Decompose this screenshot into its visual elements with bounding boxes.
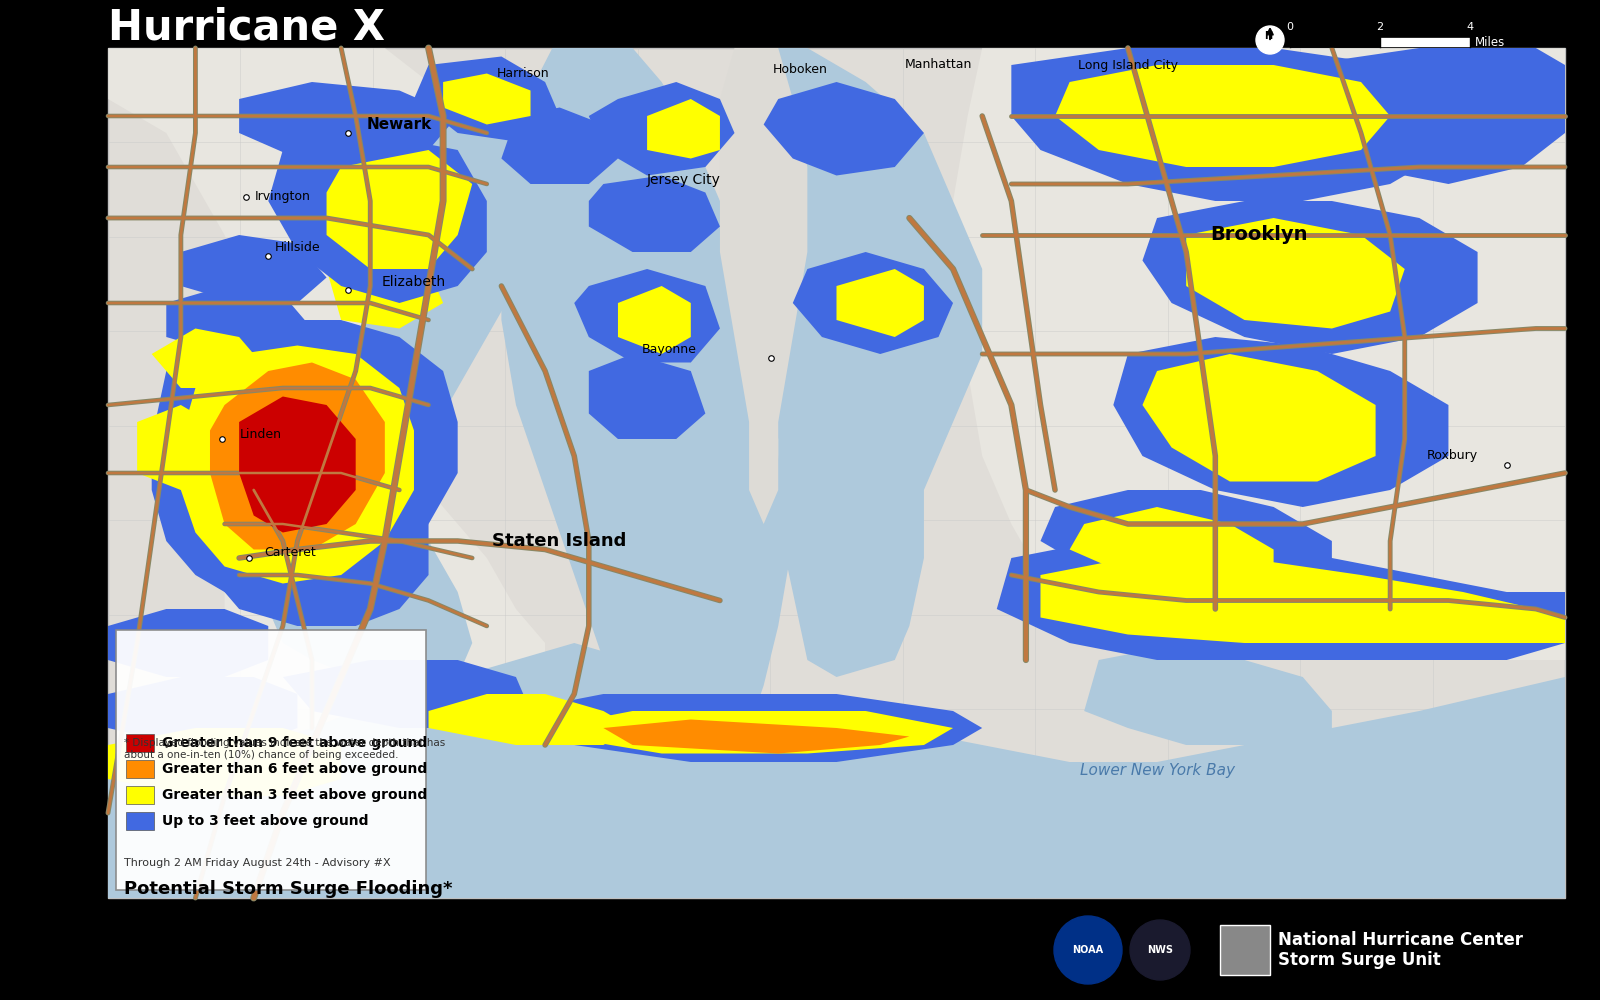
Text: Hoboken: Hoboken — [773, 63, 827, 76]
Polygon shape — [109, 609, 269, 677]
Bar — [126, 734, 154, 752]
Polygon shape — [109, 643, 1565, 898]
Text: 0: 0 — [1286, 22, 1293, 32]
Text: Miles: Miles — [1475, 35, 1506, 48]
Text: * Displayed flooding values indicate the water depth that has
about a one-in-ten: * Displayed flooding values indicate the… — [125, 738, 445, 760]
Polygon shape — [1142, 354, 1376, 482]
Polygon shape — [997, 541, 1565, 660]
Polygon shape — [429, 694, 632, 745]
Text: NWS: NWS — [1147, 945, 1173, 955]
Text: Manhattan: Manhattan — [906, 58, 973, 72]
Text: Greater than 3 feet above ground: Greater than 3 feet above ground — [162, 788, 427, 802]
Polygon shape — [269, 133, 486, 303]
Polygon shape — [152, 328, 269, 388]
Circle shape — [1054, 916, 1122, 984]
Polygon shape — [1011, 48, 1448, 201]
Text: Roxbury: Roxbury — [1427, 450, 1477, 462]
Text: National Hurricane Center
Storm Surge Unit: National Hurricane Center Storm Surge Un… — [1278, 931, 1523, 969]
Text: Long Island City: Long Island City — [1078, 58, 1178, 72]
Polygon shape — [181, 346, 414, 584]
Polygon shape — [792, 252, 954, 354]
Circle shape — [1130, 920, 1190, 980]
Text: Hurricane X: Hurricane X — [109, 7, 386, 49]
Polygon shape — [603, 720, 909, 754]
Polygon shape — [1186, 218, 1405, 328]
Polygon shape — [734, 48, 982, 677]
Polygon shape — [618, 286, 691, 354]
Polygon shape — [589, 354, 706, 439]
Polygon shape — [546, 711, 954, 754]
Polygon shape — [152, 320, 458, 609]
Text: 2: 2 — [1376, 22, 1384, 32]
Polygon shape — [646, 99, 720, 158]
Polygon shape — [210, 362, 386, 550]
Polygon shape — [1054, 65, 1390, 167]
Bar — [1379, 37, 1470, 47]
Polygon shape — [1070, 507, 1274, 584]
Bar — [109, 48, 1565, 898]
Polygon shape — [109, 48, 515, 473]
Polygon shape — [238, 82, 458, 167]
Polygon shape — [501, 107, 618, 184]
Polygon shape — [954, 48, 1565, 660]
Polygon shape — [1302, 48, 1565, 184]
Polygon shape — [414, 56, 560, 141]
Bar — [1290, 37, 1379, 47]
Polygon shape — [1114, 337, 1448, 507]
Polygon shape — [109, 728, 341, 796]
Polygon shape — [589, 176, 720, 252]
Polygon shape — [720, 48, 808, 524]
Text: 4: 4 — [1467, 22, 1474, 32]
Polygon shape — [138, 405, 210, 490]
Text: Through 2 AM Friday August 24th - Advisory #X: Through 2 AM Friday August 24th - Adviso… — [125, 858, 390, 868]
Polygon shape — [224, 456, 546, 728]
Text: Carteret: Carteret — [264, 546, 317, 559]
Bar — [126, 760, 154, 778]
Bar — [115, 630, 426, 890]
Polygon shape — [1085, 643, 1331, 745]
Polygon shape — [574, 269, 720, 362]
Text: Harrison: Harrison — [498, 67, 549, 80]
Polygon shape — [326, 150, 472, 269]
Bar — [1221, 925, 1270, 975]
Text: Bayonne: Bayonne — [642, 343, 696, 356]
Polygon shape — [763, 82, 923, 176]
Text: NOAA: NOAA — [1072, 945, 1104, 955]
Polygon shape — [326, 252, 443, 328]
Polygon shape — [501, 48, 792, 898]
Circle shape — [1256, 26, 1283, 54]
Polygon shape — [443, 74, 531, 124]
Polygon shape — [181, 235, 326, 303]
Text: N: N — [1264, 31, 1272, 41]
Text: Greater than 9 feet above ground: Greater than 9 feet above ground — [162, 736, 427, 750]
Text: Newark: Newark — [366, 117, 432, 132]
Polygon shape — [589, 82, 734, 176]
Text: Hillside: Hillside — [275, 241, 320, 254]
Polygon shape — [1040, 490, 1331, 592]
Text: Linden: Linden — [240, 428, 282, 441]
Polygon shape — [283, 660, 531, 728]
Text: Elizabeth: Elizabeth — [382, 275, 446, 289]
Polygon shape — [109, 677, 298, 745]
Polygon shape — [166, 286, 312, 354]
Polygon shape — [501, 694, 982, 762]
Text: Irvington: Irvington — [254, 190, 310, 203]
Text: Jersey City: Jersey City — [646, 173, 720, 187]
Polygon shape — [1142, 201, 1477, 354]
Text: Up to 3 feet above ground: Up to 3 feet above ground — [162, 814, 368, 828]
Bar — [126, 812, 154, 830]
Polygon shape — [341, 99, 560, 490]
Polygon shape — [837, 269, 923, 337]
Text: Greater than 6 feet above ground: Greater than 6 feet above ground — [162, 762, 427, 776]
Text: Potential Storm Surge Flooding*: Potential Storm Surge Flooding* — [125, 880, 453, 898]
Bar — [126, 786, 154, 804]
Polygon shape — [238, 396, 355, 532]
Text: Brooklyn: Brooklyn — [1210, 226, 1307, 244]
Polygon shape — [1040, 558, 1565, 643]
Text: Staten Island: Staten Island — [493, 532, 627, 550]
Polygon shape — [269, 473, 472, 694]
Text: Lower New York Bay: Lower New York Bay — [1080, 763, 1235, 778]
Polygon shape — [210, 473, 429, 626]
